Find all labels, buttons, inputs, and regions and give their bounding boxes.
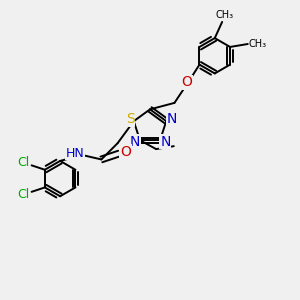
Text: O: O xyxy=(120,145,131,159)
Text: S: S xyxy=(126,112,135,126)
Text: CH₃: CH₃ xyxy=(215,10,233,20)
Text: N: N xyxy=(167,112,177,126)
Text: N: N xyxy=(130,135,140,149)
Text: Cl: Cl xyxy=(17,157,30,169)
Text: CH₃: CH₃ xyxy=(249,39,267,49)
Text: O: O xyxy=(182,75,192,89)
Text: N: N xyxy=(160,135,170,149)
Text: Cl: Cl xyxy=(17,188,30,201)
Text: HN: HN xyxy=(65,147,84,160)
